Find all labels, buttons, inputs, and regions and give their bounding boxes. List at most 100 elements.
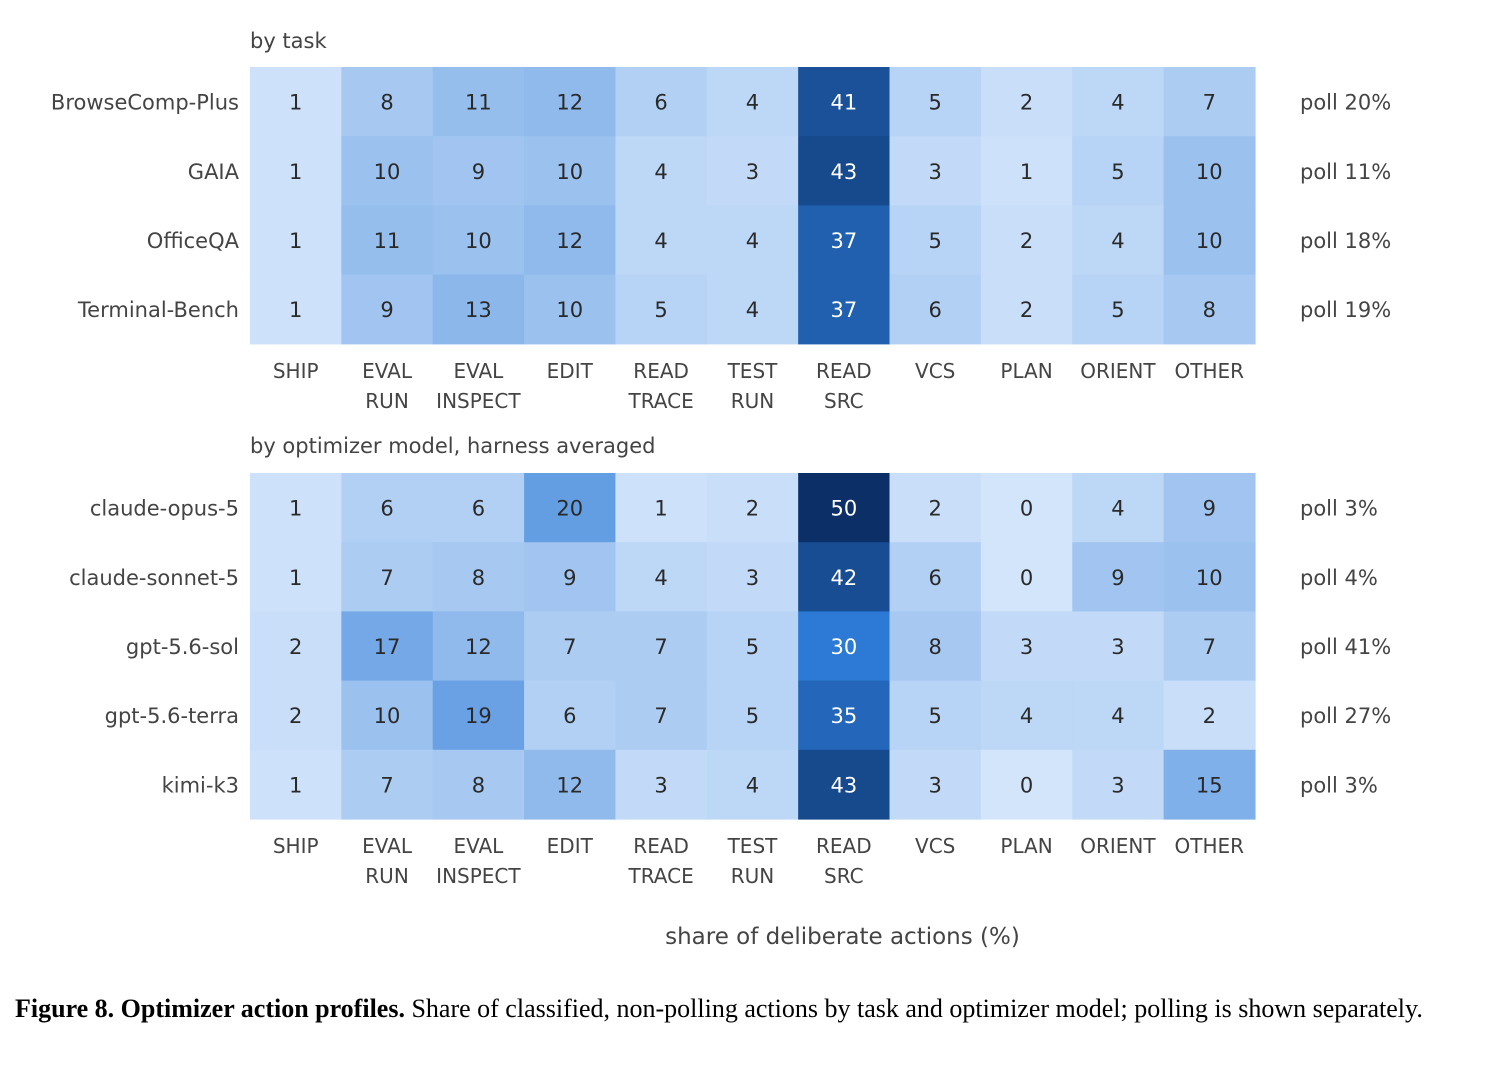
- cell-value: 3: [1111, 773, 1124, 797]
- cell-value: 10: [556, 298, 583, 322]
- cell-value: 4: [1111, 229, 1124, 253]
- cell-value: 10: [556, 160, 583, 184]
- heatmap-cell: [1072, 680, 1165, 751]
- cell-value: 15: [1196, 773, 1223, 797]
- cell-value: 5: [746, 635, 759, 659]
- heatmap-cell: [615, 542, 708, 612]
- heatmap-cell: [524, 749, 617, 820]
- cell-value: 4: [1111, 497, 1124, 521]
- heatmap-cell: [615, 680, 708, 751]
- cell-value: 4: [654, 160, 667, 184]
- row-label: claude-opus-5: [90, 497, 239, 521]
- cell-value: 5: [654, 298, 667, 322]
- cell-value: 4: [1111, 704, 1124, 728]
- heatmap-cell: [798, 542, 891, 612]
- cell-value: 6: [929, 298, 942, 322]
- column-label: VCS: [915, 834, 955, 858]
- heatmap-cell: [1163, 542, 1256, 612]
- cell-value: 13: [465, 298, 492, 322]
- heatmap-cell: [980, 542, 1073, 612]
- poll-annotation: poll 11%: [1300, 160, 1391, 184]
- row-label: gpt-5.6-sol: [126, 635, 239, 659]
- column-label: INSPECT: [436, 864, 521, 888]
- column-label: PLAN: [1000, 834, 1052, 858]
- heatmap-cell: [798, 749, 891, 820]
- column-label: EVAL: [362, 834, 413, 858]
- cell-value: 43: [830, 160, 857, 184]
- cell-value: 9: [563, 566, 576, 590]
- heatmap-cell: [524, 136, 617, 206]
- heatmap-cell: [250, 67, 342, 137]
- heatmap-cell: [615, 274, 708, 345]
- heatmap-cell: [980, 680, 1073, 751]
- column-label: EVAL: [453, 834, 504, 858]
- cell-value: 1: [289, 497, 302, 521]
- heatmap-cell: [250, 749, 342, 820]
- column-label: TEST: [727, 359, 779, 383]
- cell-value: 11: [465, 91, 492, 115]
- cell-value: 5: [929, 704, 942, 728]
- heatmap-cell: [889, 542, 982, 612]
- cell-value: 1: [289, 298, 302, 322]
- heatmap-cell: [889, 67, 982, 137]
- cell-value: 0: [1020, 497, 1033, 521]
- cell-value: 6: [472, 497, 485, 521]
- heatmap-cell: [615, 749, 708, 820]
- heatmap-cell: [1163, 749, 1256, 820]
- cell-value: 5: [929, 91, 942, 115]
- cell-value: 8: [472, 773, 485, 797]
- cell-value: 3: [929, 160, 942, 184]
- heatmap-cell: [706, 274, 799, 345]
- cell-value: 6: [654, 91, 667, 115]
- heatmap-cell: [250, 680, 342, 751]
- column-label: EDIT: [547, 359, 594, 383]
- heatmap-cell: [615, 473, 708, 543]
- cell-value: 10: [1196, 229, 1223, 253]
- heatmap-cell: [798, 680, 891, 751]
- heatmap-cell: [524, 680, 617, 751]
- heatmap-cell: [615, 611, 708, 682]
- column-label: VCS: [915, 359, 955, 383]
- cell-value: 7: [563, 635, 576, 659]
- heatmap-cell: [889, 274, 982, 345]
- heatmap-cell: [1163, 473, 1256, 543]
- poll-annotation: poll 4%: [1300, 566, 1378, 590]
- heatmap-cell: [980, 205, 1073, 276]
- cell-value: 9: [1203, 497, 1216, 521]
- heatmap-cell: [980, 136, 1073, 206]
- column-label: TEST: [727, 834, 779, 858]
- heatmap-cell: [889, 611, 982, 682]
- cell-value: 3: [746, 160, 759, 184]
- heatmap-cell: [889, 473, 982, 543]
- heatmap-cell: [615, 205, 708, 276]
- heatmap-cell: [250, 611, 342, 682]
- column-label: RUN: [365, 864, 409, 888]
- heatmap-cell: [432, 611, 525, 682]
- heatmap-cell: [1072, 67, 1165, 137]
- cell-value: 50: [830, 497, 857, 521]
- column-label: SHIP: [273, 834, 319, 858]
- cell-value: 2: [289, 704, 302, 728]
- heatmap-cell: [706, 749, 799, 820]
- poll-annotation: poll 41%: [1300, 635, 1391, 659]
- cell-value: 10: [465, 229, 492, 253]
- cell-value: 37: [830, 229, 857, 253]
- cell-value: 7: [654, 635, 667, 659]
- column-label: SRC: [824, 864, 864, 888]
- column-label: INSPECT: [436, 389, 521, 413]
- heatmap-cell: [524, 205, 617, 276]
- heatmap-cell: [432, 274, 525, 345]
- cell-value: 3: [746, 566, 759, 590]
- cell-value: 1: [289, 229, 302, 253]
- heatmap-cell: [341, 205, 434, 276]
- cell-value: 1: [289, 91, 302, 115]
- cell-value: 8: [1203, 298, 1216, 322]
- heatmap-cell: [341, 67, 434, 137]
- heatmap-cell: [1072, 749, 1165, 820]
- heatmap-cell: [524, 274, 617, 345]
- heatmap-cell: [1072, 542, 1165, 612]
- cell-value: 5: [929, 229, 942, 253]
- row-label: gpt-5.6-terra: [105, 704, 239, 728]
- cell-value: 3: [1111, 635, 1124, 659]
- cell-value: 3: [1020, 635, 1033, 659]
